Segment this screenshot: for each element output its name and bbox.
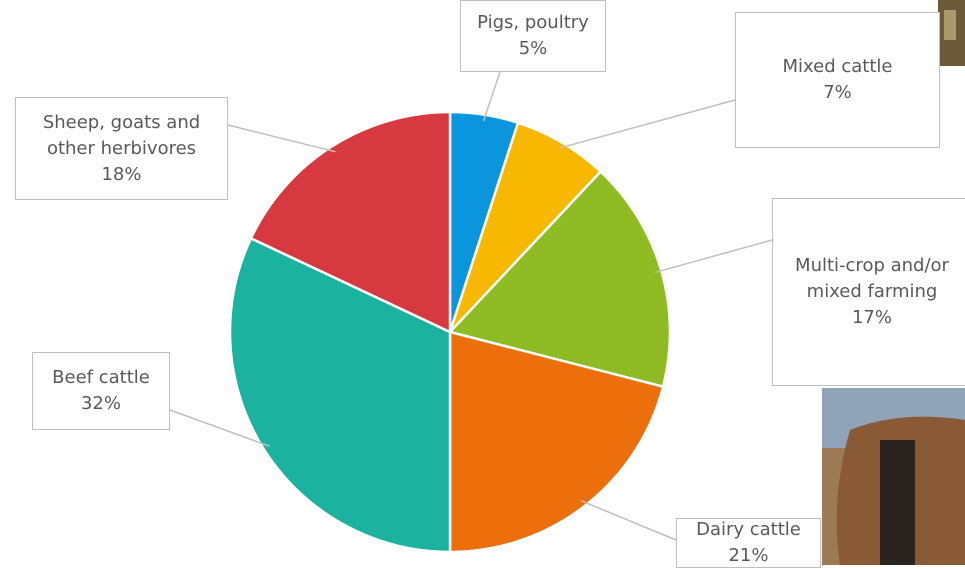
pie-slice <box>448 330 665 554</box>
category-label: Sheep, goats and other herbivores <box>42 111 201 159</box>
category-label: Dairy cattle <box>696 519 801 540</box>
leader-line <box>482 71 501 122</box>
category-label: Pigs, poultry <box>477 12 589 33</box>
value-label: 5% <box>518 38 548 59</box>
data-label: Dairy cattle 21% <box>676 518 821 568</box>
leader-line <box>169 409 271 448</box>
category-label: Mixed cattle <box>782 56 893 77</box>
data-label: Multi-crop and/or mixed farming 17% <box>772 198 965 386</box>
leader-line <box>654 239 773 274</box>
category-label: Beef cattle <box>52 367 150 388</box>
photo <box>880 440 915 565</box>
value-label: 17% <box>851 307 892 328</box>
data-label: Mixed cattle 7% <box>735 12 940 148</box>
category-label: Multi-crop and/or mixed farming <box>795 255 949 302</box>
pie-slice <box>228 236 452 554</box>
data-label: Sheep, goats and other herbivores 18% <box>15 97 228 200</box>
pie-slice <box>249 110 452 334</box>
data-label: Beef cattle 32% <box>32 352 170 430</box>
value-label: 7% <box>823 82 852 103</box>
leader-line <box>580 499 677 541</box>
leader-line <box>227 124 336 153</box>
data-label: Pigs, poultry 5% <box>460 0 606 72</box>
photo <box>944 10 956 40</box>
leader-line <box>558 99 736 150</box>
value-label: 21% <box>728 545 769 566</box>
value-label: 32% <box>80 393 121 414</box>
value-label: 18% <box>101 163 142 185</box>
